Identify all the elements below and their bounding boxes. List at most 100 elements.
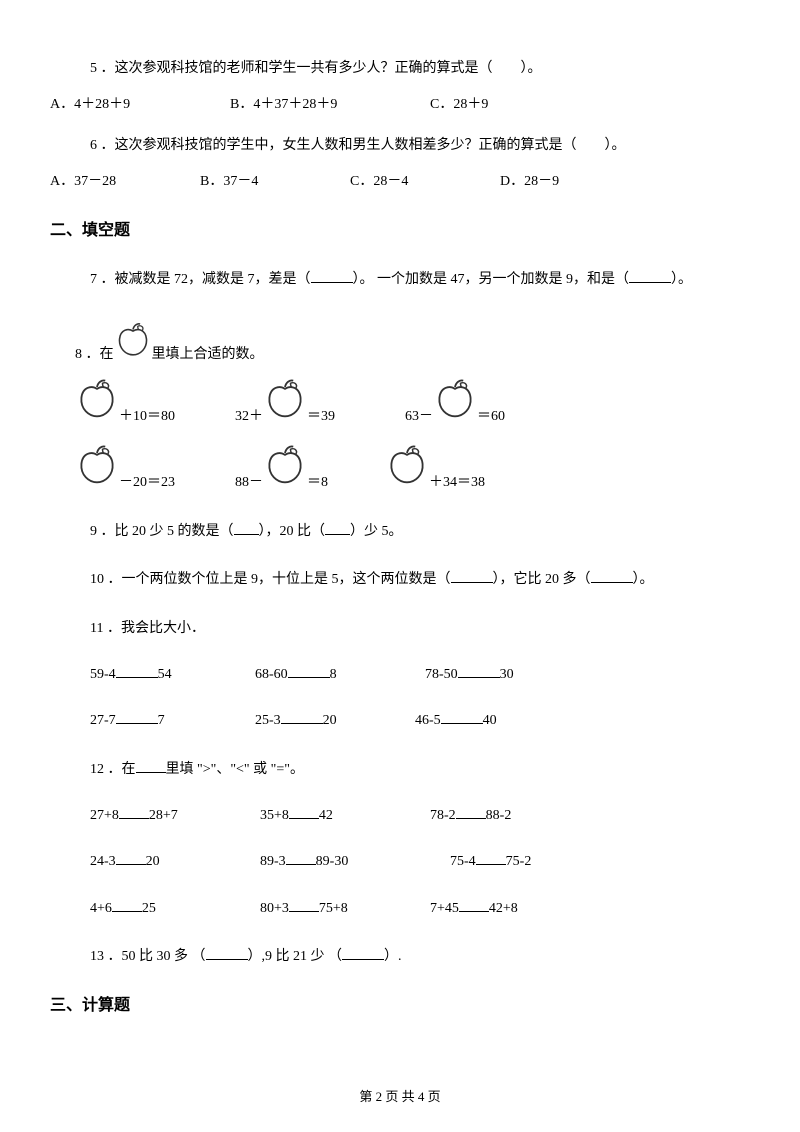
apple-icon[interactable] [263, 376, 307, 428]
question-7: 7 ．被减数是 72，减数是 7，差是（）。 一个加数是 47，另一个加数是 9… [90, 269, 750, 291]
cmp: 46-540 [415, 710, 497, 732]
q5-opt-b: B．4＋37＋28＋9 [230, 94, 430, 116]
eq-2c: ＋34＝38 [385, 442, 485, 494]
q10-p3: ）。 [633, 572, 654, 587]
cmp-pre: 89-3 [260, 854, 286, 869]
blank[interactable] [116, 664, 158, 678]
blank[interactable] [288, 664, 330, 678]
blank[interactable] [629, 269, 671, 283]
cmp: 24-320 [90, 851, 260, 873]
apple-icon[interactable] [433, 376, 477, 428]
blank[interactable] [458, 664, 500, 678]
cmp-pre: 24-3 [90, 854, 116, 869]
question-12: 12 ．在里填 ">"、"<" 或 "="。 [90, 759, 750, 781]
q9-p2: ），20 比（ [259, 524, 326, 539]
q6-opt-a: A．37－28 [50, 171, 200, 193]
blank[interactable] [289, 805, 319, 819]
blank[interactable] [136, 759, 166, 773]
eq-2a: －20＝23 [75, 442, 235, 494]
q13-p3: ）. [384, 949, 402, 964]
section-2-title: 二、填空题 [50, 218, 750, 244]
cmp: 27-7 7 [90, 710, 255, 732]
blank[interactable] [116, 710, 158, 724]
q13-p1: 13 ．50 比 30 多 （ [90, 949, 206, 964]
eq-text: ＝60 [477, 406, 505, 428]
q10-p2: ），它比 20 多（ [493, 572, 591, 587]
blank[interactable] [289, 898, 319, 912]
cmp: 25-320 [255, 710, 415, 732]
apple-icon[interactable] [75, 376, 119, 428]
blank[interactable] [476, 851, 506, 865]
blank[interactable] [325, 521, 350, 535]
cmp-post: 7 [158, 713, 165, 728]
q7-p3: ）。 [671, 272, 692, 287]
cmp-post: 75-2 [506, 854, 532, 869]
apple-icon[interactable] [75, 442, 119, 494]
q5-opt-c: C．28＋9 [430, 94, 488, 116]
section-3-title: 三、计算题 [50, 993, 750, 1019]
cmp-post: 88-2 [486, 808, 512, 823]
q9-p1: 9 ．比 20 少 5 的数是（ [90, 524, 234, 539]
cmp-post: 20 [323, 713, 337, 728]
eq-text: ＝8 [307, 472, 328, 494]
question-8: 8 ．在 里填上合适的数。 [75, 320, 750, 366]
q10-p1: 10 ．一个两位数个位上是 9，十位上是 5，这个两位数是（ [90, 572, 451, 587]
q11-row-1: 59-454 68-608 78-5030 [90, 664, 750, 686]
cmp-pre: 7+45 [430, 901, 459, 916]
cmp-pre: 27-7 [90, 713, 116, 728]
q5-opt-a: A．4＋28＋9 [50, 94, 230, 116]
cmp-pre: 78-2 [430, 808, 456, 823]
cmp: 59-454 [90, 664, 255, 686]
blank[interactable] [116, 851, 146, 865]
cmp: 7+45 42+8 [430, 898, 518, 920]
cmp-post: 42+8 [489, 901, 518, 916]
eq-text: ＋10＝80 [119, 406, 175, 428]
blank[interactable] [342, 946, 384, 960]
apple-icon[interactable] [385, 442, 429, 494]
eq-text: 32＋ [235, 406, 263, 428]
apple-icon[interactable] [263, 442, 307, 494]
question-5: 5 ．这次参观科技馆的老师和学生一共有多少人？正确的算式是（ ）。 [90, 58, 750, 80]
blank[interactable] [441, 710, 483, 724]
cmp: 75-4 75-2 [450, 851, 531, 873]
q12-p1: 12 ．在 [90, 762, 136, 777]
blank[interactable] [281, 710, 323, 724]
blank[interactable] [112, 898, 142, 912]
cmp-pre: 27+8 [90, 808, 119, 823]
cmp-pre: 68-60 [255, 667, 288, 682]
cmp-post: 75+8 [319, 901, 348, 916]
cmp-pre: 78-50 [425, 667, 458, 682]
cmp-pre: 75-4 [450, 854, 476, 869]
cmp-post: 89-30 [316, 854, 349, 869]
cmp: 78-2 88-2 [430, 805, 511, 827]
q8-p1: 8 ．在 [75, 344, 114, 366]
apple-icon [114, 320, 152, 366]
blank[interactable] [311, 269, 353, 283]
question-11: 11 ．我会比大小． [90, 618, 750, 640]
q9-p3: ）少 5。 [350, 524, 403, 539]
blank[interactable] [286, 851, 316, 865]
eq-text: ＝39 [307, 406, 335, 428]
blank[interactable] [591, 569, 633, 583]
eq-1b: 32＋ ＝39 [235, 376, 405, 428]
cmp: 80+375+8 [260, 898, 430, 920]
cmp-post: 25 [142, 901, 156, 916]
blank[interactable] [456, 805, 486, 819]
q6-text: 6 ．这次参观科技馆的学生中，女生人数和男生人数相差多少？正确的算式是（ ）。 [90, 138, 626, 153]
q8-row-2: －20＝23 88－ ＝8 ＋34＝38 [75, 442, 750, 494]
cmp-post: 42 [319, 808, 333, 823]
blank[interactable] [119, 805, 149, 819]
cmp-post: 30 [500, 667, 514, 682]
page-footer: 第 2 页 共 4 页 [0, 1087, 800, 1108]
eq-2b: 88－ ＝8 [235, 442, 385, 494]
cmp: 27+828+7 [90, 805, 260, 827]
blank[interactable] [234, 521, 259, 535]
eq-1c: 63－ ＝60 [405, 376, 505, 428]
q6-opt-b: B．37－4 [200, 171, 350, 193]
blank[interactable] [459, 898, 489, 912]
cmp-post: 54 [158, 667, 172, 682]
blank[interactable] [206, 946, 248, 960]
q5-text: 5 ．这次参观科技馆的老师和学生一共有多少人？正确的算式是（ ）。 [90, 61, 542, 76]
q7-p2: ）。 一个加数是 47，另一个加数是 9，和是（ [353, 272, 630, 287]
blank[interactable] [451, 569, 493, 583]
